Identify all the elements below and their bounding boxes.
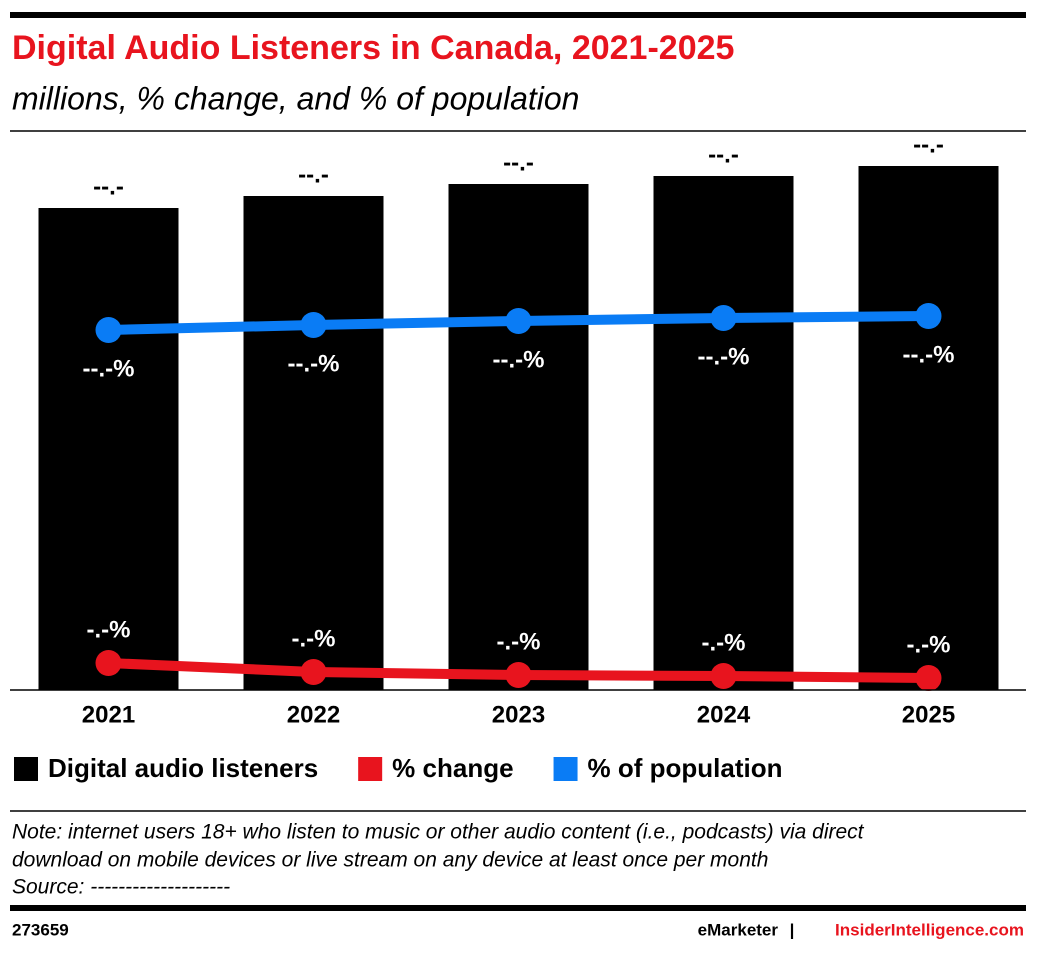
point — [95, 317, 122, 343]
point — [710, 663, 737, 689]
x-tick-label: 2022 — [287, 701, 340, 728]
legend-swatch — [358, 757, 383, 781]
legend-swatch — [553, 757, 578, 781]
note: download on mobile devices or live strea… — [12, 849, 768, 872]
point — [915, 665, 942, 691]
point — [505, 308, 532, 334]
data-label: -.-% — [702, 629, 746, 656]
point — [710, 305, 737, 331]
data-label: --.-% — [698, 343, 750, 370]
data-label: --.- — [298, 161, 329, 188]
chart-title: Digital Audio Listeners in Canada, 2021-… — [12, 29, 734, 67]
top-rule — [10, 12, 1026, 18]
data-label: -.-% — [87, 616, 131, 643]
bar — [38, 208, 179, 690]
source: Source: -------------------- — [12, 876, 230, 899]
point — [95, 650, 122, 676]
data-label: --.-% — [903, 341, 955, 368]
point — [300, 659, 327, 685]
bar — [448, 184, 589, 690]
data-label: --.- — [503, 149, 534, 176]
bar — [653, 176, 794, 690]
site: InsiderIntelligence.com — [835, 920, 1024, 939]
data-label: --.-% — [288, 350, 340, 377]
separator: | — [790, 920, 795, 939]
legend-label: Digital audio listeners — [48, 753, 318, 783]
data-label: --.- — [913, 131, 944, 158]
x-tick-label: 2023 — [492, 701, 545, 728]
bottom-rule — [10, 905, 1026, 911]
data-label: -.-% — [292, 625, 336, 652]
x-tick-label: 2021 — [82, 701, 135, 728]
bar — [243, 196, 384, 690]
note: Note: internet users 18+ who listen to m… — [12, 821, 865, 844]
data-label: -.-% — [497, 628, 541, 655]
chart-subtitle: millions, % change, and % of population — [12, 80, 579, 116]
bar — [858, 166, 999, 690]
legend-label: % change — [392, 753, 513, 783]
data-label: --.-% — [493, 346, 545, 373]
x-tick-label: 2024 — [697, 701, 751, 728]
point — [300, 312, 327, 338]
brand: eMarketer — [698, 920, 779, 939]
data-label: --.- — [93, 173, 124, 200]
chart-id: 273659 — [12, 920, 69, 939]
x-tick-label: 2025 — [902, 701, 955, 728]
legend-label: % of population — [588, 753, 783, 783]
data-label: --.- — [708, 141, 739, 168]
point — [505, 662, 532, 688]
data-label: -.-% — [907, 631, 951, 658]
legend-swatch — [14, 757, 38, 781]
point — [915, 303, 942, 329]
data-label: --.-% — [83, 355, 135, 382]
